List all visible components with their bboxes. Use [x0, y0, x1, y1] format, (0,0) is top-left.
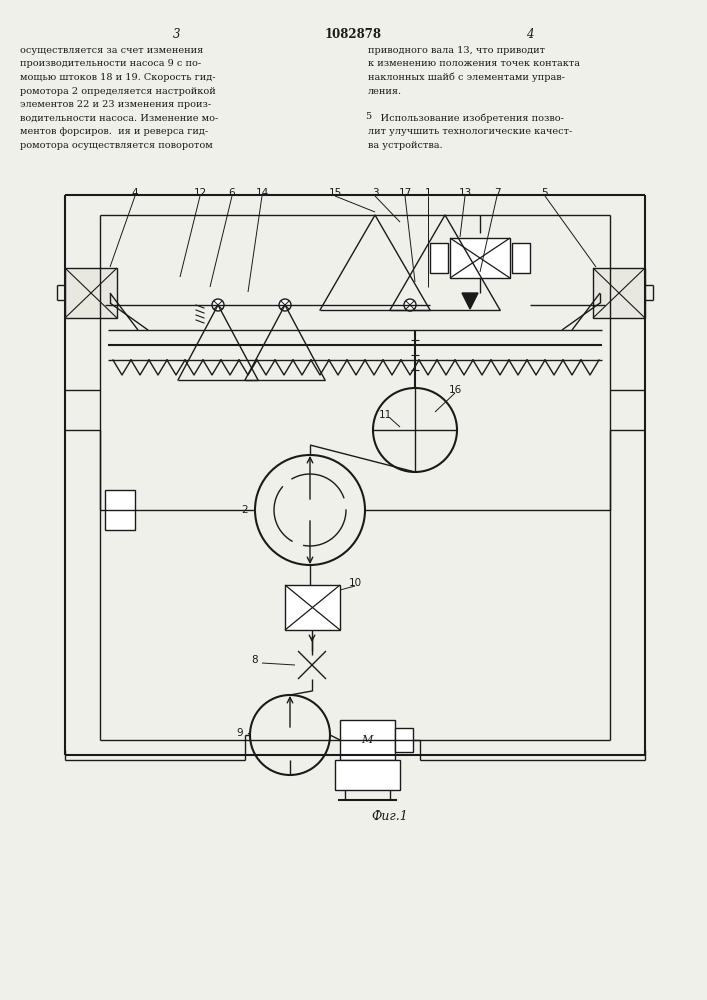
Text: водительности насоса. Изменение мо-: водительности насоса. Изменение мо- — [20, 113, 218, 122]
Text: 1082878: 1082878 — [325, 28, 382, 41]
Text: ромотора осуществляется поворотом: ромотора осуществляется поворотом — [20, 140, 213, 149]
Text: 3: 3 — [372, 188, 378, 198]
Text: 10: 10 — [349, 578, 361, 588]
Text: 2: 2 — [242, 505, 248, 515]
Text: осуществляется за счет изменения: осуществляется за счет изменения — [20, 46, 203, 55]
Text: 11: 11 — [378, 410, 392, 420]
Text: 9: 9 — [237, 728, 243, 738]
Bar — [395, 728, 413, 752]
Text: 4: 4 — [526, 28, 534, 41]
Text: 8: 8 — [252, 655, 258, 665]
Text: 16: 16 — [448, 385, 462, 395]
Bar — [430, 243, 448, 273]
Bar — [593, 268, 645, 318]
Text: 4: 4 — [132, 188, 139, 198]
Text: 3: 3 — [173, 28, 181, 41]
Text: 6: 6 — [228, 188, 235, 198]
Text: 15: 15 — [328, 188, 341, 198]
Text: 5: 5 — [542, 188, 549, 198]
Text: производительности насоса 9 с по-: производительности насоса 9 с по- — [20, 60, 201, 68]
Text: 13: 13 — [458, 188, 472, 198]
Text: 5: 5 — [365, 112, 371, 121]
Bar — [512, 243, 530, 273]
Text: наклонных шайб с элементами управ-: наклонных шайб с элементами управ- — [368, 73, 565, 83]
Text: ва устройства.: ва устройства. — [368, 140, 443, 149]
Text: 17: 17 — [398, 188, 411, 198]
Text: мощью штоков 18 и 19. Скорость гид-: мощью штоков 18 и 19. Скорость гид- — [20, 73, 216, 82]
Text: Фиг.1: Фиг.1 — [372, 810, 409, 823]
Circle shape — [279, 299, 291, 311]
Text: элементов 22 и 23 изменения произ-: элементов 22 и 23 изменения произ- — [20, 100, 211, 109]
Circle shape — [212, 299, 224, 311]
Bar — [65, 268, 117, 318]
Text: ромотора 2 определяется настройкой: ромотора 2 определяется настройкой — [20, 87, 216, 96]
Text: 12: 12 — [194, 188, 206, 198]
Text: M: M — [361, 735, 373, 745]
Text: 1: 1 — [425, 188, 431, 198]
Bar — [105, 490, 135, 530]
Text: приводного вала 13, что приводит: приводного вала 13, что приводит — [368, 46, 545, 55]
Bar — [285, 585, 340, 630]
Text: 7: 7 — [493, 188, 501, 198]
Text: ментов форсиров.  ия и реверса гид-: ментов форсиров. ия и реверса гид- — [20, 127, 208, 136]
Bar — [450, 238, 510, 278]
Circle shape — [404, 299, 416, 311]
Text: лит улучшить технологические качест-: лит улучшить технологические качест- — [368, 127, 572, 136]
Polygon shape — [462, 293, 478, 309]
Text: ления.: ления. — [368, 87, 402, 96]
Bar — [340, 720, 395, 760]
Text: Использование изобретения позво-: Использование изобретения позво- — [368, 113, 564, 123]
Bar — [335, 760, 400, 790]
Text: к изменению положения точек контакта: к изменению положения точек контакта — [368, 60, 580, 68]
Text: 14: 14 — [255, 188, 269, 198]
